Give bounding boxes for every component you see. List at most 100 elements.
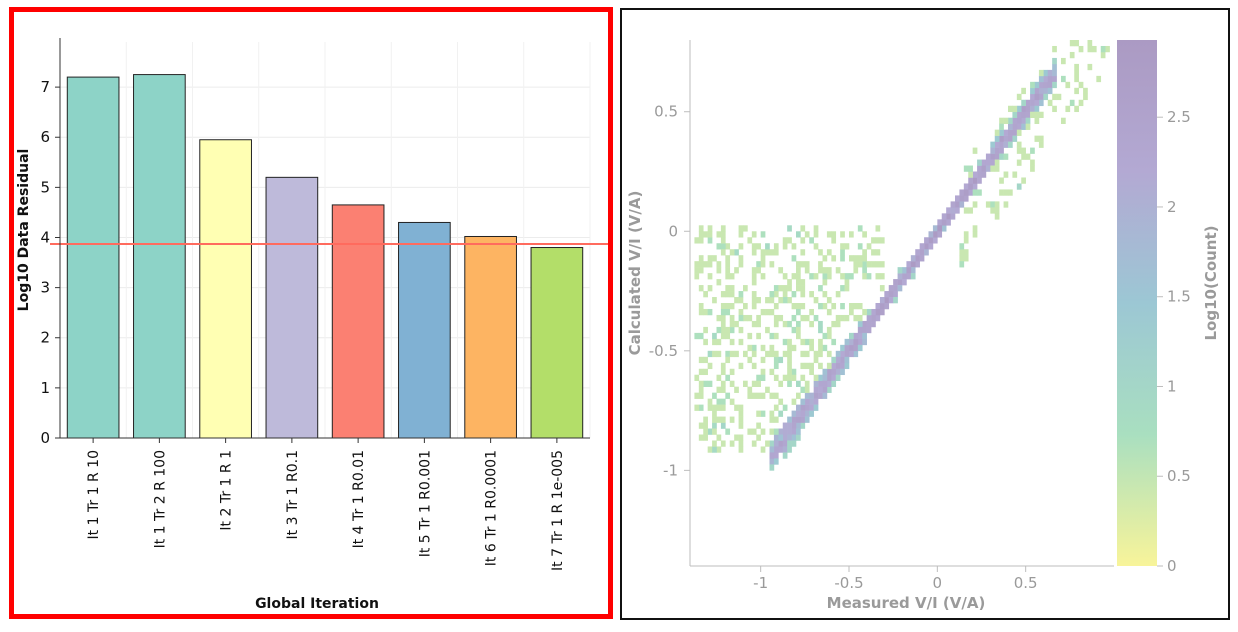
heatmap-cell [937, 231, 943, 238]
heatmap-cell [897, 273, 903, 280]
heatmap-cell [769, 291, 775, 298]
heatmap-cell [773, 362, 779, 370]
heatmap-cell [782, 422, 788, 429]
heatmap-cell [813, 243, 819, 250]
bar-chart: 0 1 2 3 4 5 6 7 It 1 Tr 1 R 10 It 1 Tr 2 R 100 It … [16, 38, 608, 612]
heatmap-cell [765, 243, 770, 250]
heatmap-cell [826, 380, 832, 387]
heatmap-cell [1078, 81, 1084, 89]
heatmap-cell [853, 350, 859, 358]
heatmap-cell [1030, 111, 1035, 119]
heatmap-cell [831, 380, 837, 387]
heatmap-cell [729, 398, 735, 405]
heatmap-cell [910, 261, 916, 268]
heatmap-cell [826, 297, 832, 304]
heatmap-cell [866, 308, 872, 316]
heatmap-cell [831, 338, 837, 346]
heatmap-cell [1087, 40, 1093, 47]
heatmap-cell [698, 368, 704, 376]
heatmap-cell [853, 255, 859, 262]
heatmap-cell [716, 350, 722, 358]
heatmap-cell [981, 165, 987, 172]
heatmap-cell [756, 243, 761, 250]
heatmap-cell [738, 308, 744, 316]
heatmap-cell [698, 231, 704, 238]
heatmap-cell [946, 213, 951, 220]
heatmap-cell [809, 362, 814, 370]
heatmap-cell [840, 368, 845, 376]
heatmap-cell [698, 404, 704, 411]
bar [199, 139, 252, 439]
heatmap-cell [1034, 105, 1040, 113]
heatmap-cell [1047, 87, 1053, 95]
heatmap-cell [796, 303, 801, 310]
heatmap-cell [809, 320, 814, 328]
heatmap-cell [751, 320, 757, 328]
heatmap-cell [977, 171, 982, 178]
bar [530, 247, 584, 439]
heatmap-cell [879, 273, 885, 280]
heatmap-cell [879, 297, 885, 304]
heatmap-cell [791, 416, 797, 423]
heatmap-cell [928, 243, 934, 250]
heatmap-cell [720, 231, 726, 238]
heatmap-cell [1025, 153, 1031, 160]
heatmap-cell [977, 165, 982, 172]
x-axis-title: Measured V/I (V/A) [827, 594, 986, 612]
heatmap-cell [1043, 87, 1049, 95]
heatmap-cell [1065, 105, 1071, 113]
heatmap-cell [946, 219, 951, 226]
heatmap-cell [782, 404, 788, 411]
heatmap-cell [840, 255, 845, 262]
heatmap-cell [791, 326, 797, 334]
heatmap-cell [1016, 111, 1022, 119]
heatmap-cell [875, 237, 881, 244]
heatmap-cell [1065, 81, 1071, 89]
heatmap-cell [910, 273, 916, 280]
heatmap-cell [840, 285, 845, 292]
heatmap-cell [716, 326, 722, 334]
heatmap-cell [835, 291, 841, 298]
heatmap-cell [990, 153, 996, 160]
y-tick-label: 0.5 [654, 103, 678, 121]
heatmap-cell [707, 380, 713, 387]
heatmap-cell [782, 297, 788, 304]
heatmap-cell [818, 303, 823, 310]
heatmap-cell [822, 380, 828, 387]
heatmap-cell [826, 332, 832, 340]
heatmap-cell [853, 314, 859, 322]
bar [331, 204, 385, 439]
heatmap-cell [729, 350, 735, 358]
heatmap-cell [999, 147, 1004, 154]
colorbar-tick-label: 2 [1167, 198, 1177, 216]
heatmap-cell [773, 243, 779, 250]
heatmap-cell [769, 332, 775, 340]
heatmap-cell [720, 440, 726, 447]
heatmap-cell [747, 386, 753, 393]
heatmap-cell [835, 314, 841, 322]
heatmap-cell [1012, 129, 1018, 136]
heatmap-cell [866, 261, 872, 268]
y-tick-label: 4 [40, 228, 50, 246]
heatmap-cell [840, 231, 845, 238]
heatmap-cell [862, 326, 867, 334]
heatmap-cell [698, 237, 704, 244]
heatmap-cell [769, 344, 775, 352]
heatmap-cell [760, 356, 766, 364]
heatmap-cell [1003, 201, 1009, 208]
heatmap-cell [738, 434, 744, 441]
heatmap-cell [1061, 57, 1066, 65]
heatmap-cell [906, 267, 912, 274]
heatmap-cell [875, 261, 881, 268]
heatmap-cell [716, 279, 722, 286]
heatmap-cell [756, 434, 761, 441]
heatmap-cell [765, 308, 770, 316]
heatmap-cell [800, 386, 806, 393]
heatmap-cell [1043, 69, 1049, 77]
heatmap-cell [862, 308, 867, 316]
heatmap-cell [826, 267, 832, 274]
heatmap-cell [800, 362, 806, 370]
heatmap-cell [756, 332, 761, 340]
heatmap-cell [959, 255, 965, 262]
heatmap-cell [743, 350, 748, 358]
